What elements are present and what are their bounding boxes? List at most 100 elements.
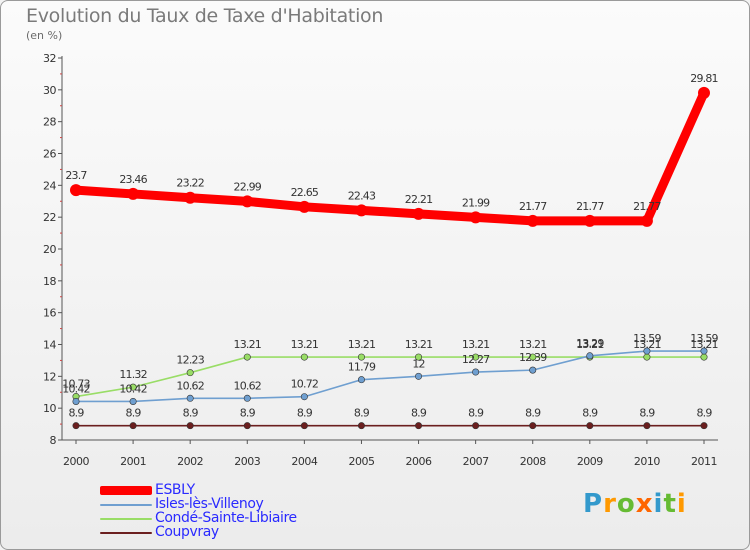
data-label: 22.99: [234, 180, 262, 193]
data-label: 10.42: [62, 382, 90, 395]
data-point: [415, 353, 423, 361]
data-point: [472, 368, 480, 376]
data-point: [70, 184, 82, 197]
data-label: 8.9: [240, 407, 256, 420]
logo-letter: i: [676, 489, 687, 519]
data-label: 22.21: [405, 193, 433, 206]
data-label: 13.21: [291, 338, 319, 351]
legend-swatch-conde-sainte-libiaire: [100, 518, 152, 520]
data-label: 10.42: [119, 382, 147, 395]
series-line: [75, 350, 705, 403]
data-point: [298, 200, 311, 213]
data-point: [300, 353, 308, 361]
data-point: [243, 394, 251, 402]
chart-subtitle: (en %): [26, 29, 63, 42]
data-point: [186, 394, 194, 402]
legend-label-esbly: ESBLY: [155, 482, 195, 498]
data-label: 8.9: [582, 407, 598, 420]
x-tick-label: 2006: [406, 455, 432, 468]
data-point: [700, 422, 708, 430]
legend-swatch-esbly: [100, 486, 152, 495]
data-point: [186, 369, 194, 377]
data-point: [586, 352, 594, 360]
logo-letter: o: [616, 489, 636, 519]
data-point: [129, 397, 137, 405]
data-label: 13.59: [633, 332, 661, 345]
data-point: [700, 347, 708, 355]
y-tick-label: 18: [43, 275, 56, 288]
data-label: 8.9: [468, 407, 484, 420]
data-label: 21.77: [633, 200, 661, 213]
data-label: 23.22: [176, 177, 204, 190]
y-tick-label: 24: [43, 179, 56, 192]
data-point: [529, 422, 537, 430]
data-point: [415, 372, 423, 380]
data-label: 13.21: [690, 338, 718, 351]
data-point: [412, 207, 425, 220]
proxiti-logo: Proxiti: [583, 489, 687, 519]
data-label: 8.9: [411, 407, 427, 420]
data-label: 12: [412, 357, 424, 370]
data-point: [243, 422, 251, 430]
data-label: 21.77: [576, 200, 604, 213]
x-tick-label: 2001: [120, 455, 146, 468]
y-tick-label: 20: [43, 243, 56, 256]
legend-label-isles-les-villenoy: Isles-lès-Villenoy: [155, 496, 264, 512]
data-label: 23.7: [65, 169, 87, 182]
data-label: 8.9: [354, 407, 370, 420]
y-tick-label: 12: [43, 370, 56, 383]
data-label: 12.27: [462, 353, 490, 366]
data-point: [586, 422, 594, 430]
data-point: [355, 204, 368, 217]
data-label: 10.73: [62, 378, 90, 391]
data-point: [472, 353, 480, 361]
y-tick-label: 8: [50, 434, 57, 447]
data-point: [129, 422, 137, 430]
data-label: 13.21: [519, 338, 547, 351]
data-label: 13.21: [348, 338, 376, 351]
data-label: 13.21: [462, 338, 490, 351]
data-label: 21.77: [519, 200, 547, 213]
data-label: 12.23: [176, 354, 204, 367]
x-tick-label: 2011: [691, 455, 717, 468]
data-point: [357, 376, 365, 384]
data-point: [186, 422, 194, 430]
legend-label-coupvray: Coupvray: [155, 524, 219, 540]
data-point: [472, 422, 480, 430]
data-point: [184, 191, 197, 204]
data-label: 11.79: [348, 361, 376, 374]
logo-letter: r: [603, 489, 617, 519]
legend-label-conde-sainte-libiaire: Condé-Sainte-Libiaire: [155, 510, 297, 526]
x-tick-label: 2003: [234, 455, 260, 468]
data-point: [129, 383, 137, 391]
data-label: 13.59: [690, 332, 718, 345]
data-point: [643, 353, 651, 361]
data-label: 13.21: [234, 338, 262, 351]
logo-letter: i: [653, 489, 664, 519]
data-point: [300, 393, 308, 401]
chart-title: Evolution du Taux de Taxe d'Habitation: [26, 5, 384, 27]
data-point: [526, 214, 539, 227]
data-point: [529, 353, 537, 361]
data-label: 22.65: [291, 186, 319, 199]
data-label: 13.21: [633, 338, 661, 351]
data-label: 13.29: [576, 337, 604, 350]
data-point: [698, 86, 710, 99]
data-point: [643, 422, 651, 430]
data-point: [415, 422, 423, 430]
legend-swatch-coupvray: [100, 532, 152, 534]
data-point: [72, 422, 80, 430]
y-tick-label: 30: [43, 84, 56, 97]
y-tick-label: 26: [43, 148, 56, 161]
data-label: 8.9: [297, 407, 313, 420]
x-tick-label: 2004: [291, 455, 317, 468]
data-label: 8.9: [639, 407, 655, 420]
x-tick-label: 2008: [520, 455, 546, 468]
data-point: [243, 353, 251, 361]
data-label: 8.9: [183, 407, 199, 420]
data-point: [127, 187, 140, 200]
x-tick-label: 2009: [577, 455, 603, 468]
data-point: [469, 211, 482, 224]
data-label: 8.9: [126, 407, 142, 420]
